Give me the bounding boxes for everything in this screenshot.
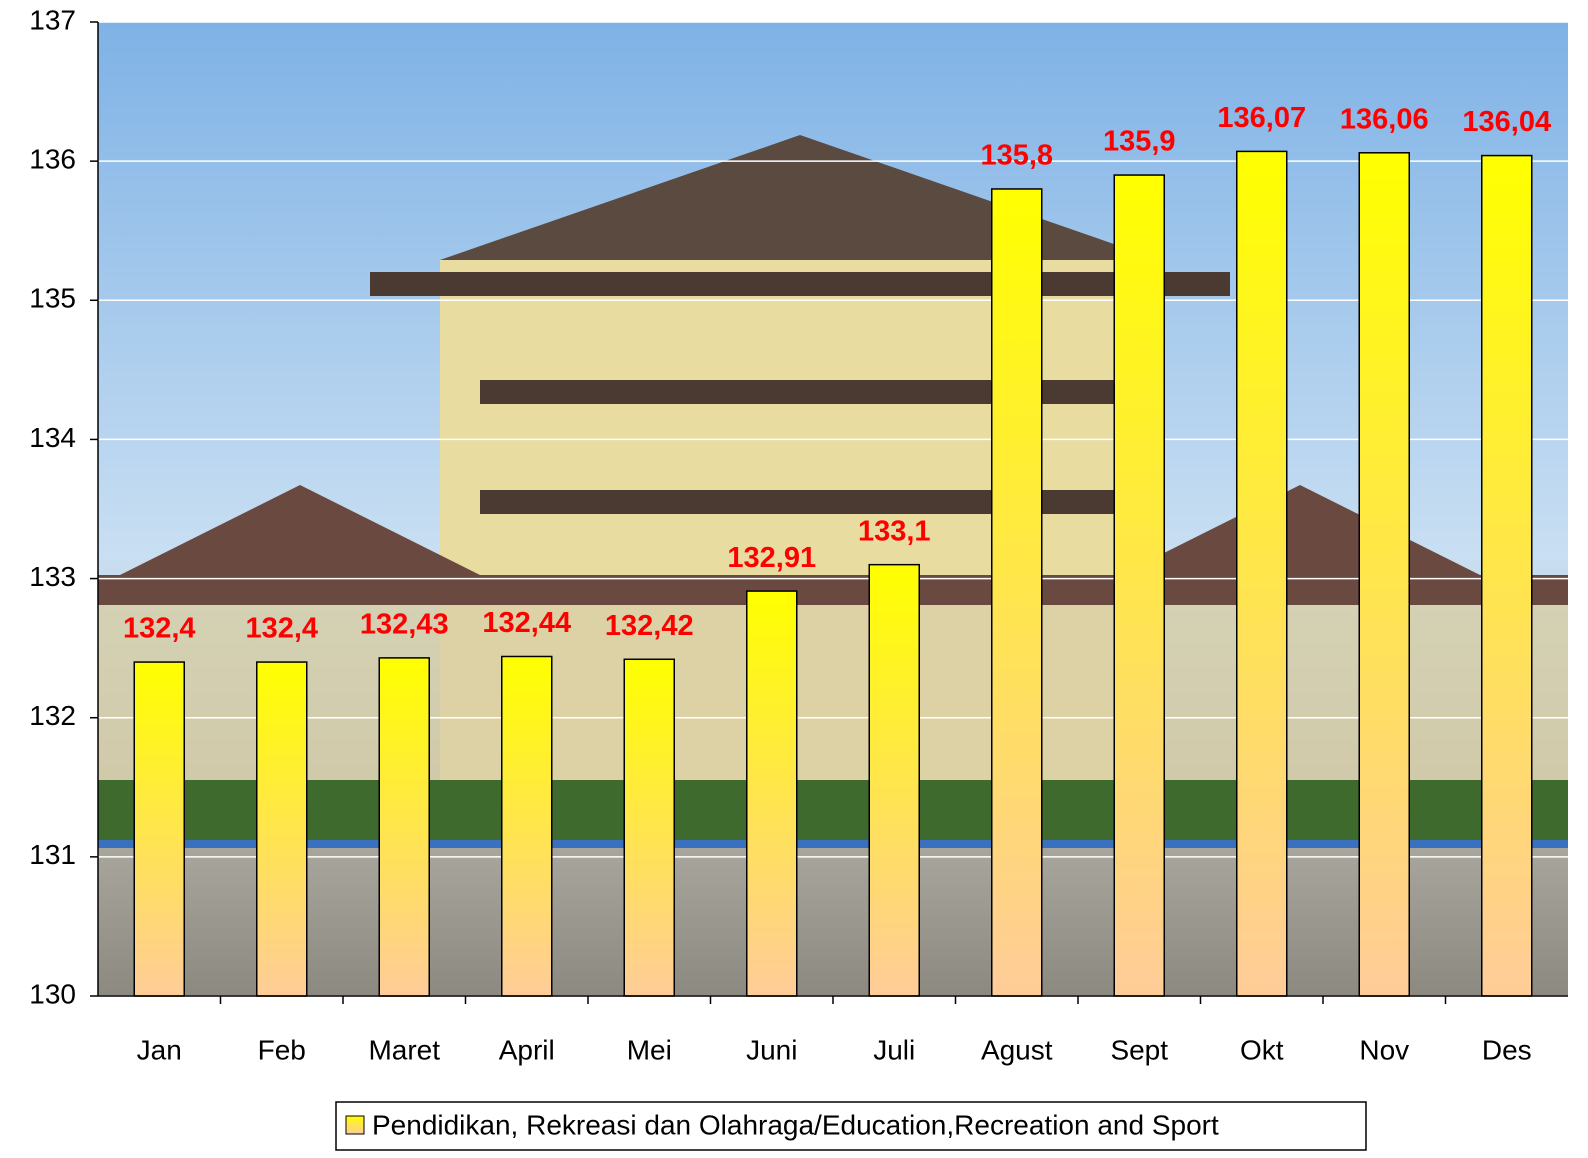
data-label: 136,06	[1340, 103, 1429, 135]
grid	[98, 21, 1568, 997]
data-label: 132,4	[123, 613, 196, 645]
data-label: 132,42	[605, 610, 694, 642]
bar	[133, 661, 185, 997]
x-tick-label: Okt	[1240, 1034, 1284, 1065]
bar	[1113, 174, 1165, 997]
background-photo	[98, 22, 1568, 996]
bar	[746, 590, 798, 997]
y-tick-label: 132	[29, 700, 76, 731]
bar	[501, 655, 553, 997]
data-label: 135,8	[980, 140, 1053, 172]
y-tick-label: 136	[29, 144, 76, 175]
x-tick-label: Feb	[258, 1034, 306, 1065]
bar	[868, 563, 920, 997]
bar	[1358, 152, 1410, 997]
legend	[335, 1101, 1367, 1151]
x-tick-label: April	[499, 1034, 555, 1065]
y-tick-label: 130	[29, 978, 76, 1009]
bars	[133, 150, 1533, 997]
x-tick-label: Nov	[1359, 1034, 1409, 1065]
data-label: 136,04	[1462, 106, 1551, 138]
x-tick-label: Juni	[746, 1034, 797, 1065]
y-tick-label: 134	[29, 422, 76, 453]
bar	[1481, 154, 1533, 997]
data-label: 132,44	[482, 607, 571, 639]
y-tick-label: 135	[29, 283, 76, 314]
x-tick-label: Jan	[137, 1034, 182, 1065]
y-tick-label: 137	[29, 4, 76, 35]
x-tick-label: Maret	[368, 1034, 440, 1065]
y-tick-label: 131	[29, 839, 76, 870]
y-tick-label: 133	[29, 561, 76, 592]
x-tick-label: Juli	[873, 1034, 915, 1065]
x-tick-label: Mei	[627, 1034, 672, 1065]
bar	[991, 188, 1043, 997]
x-tick-label: Des	[1482, 1034, 1532, 1065]
data-label: 136,07	[1217, 102, 1306, 134]
bar	[1236, 150, 1288, 997]
data-label: 132,43	[360, 609, 449, 641]
data-label: 132,91	[727, 542, 816, 574]
bar	[378, 657, 430, 997]
data-label: 133,1	[858, 515, 931, 547]
x-tick-label: Sept	[1110, 1034, 1168, 1065]
x-tick-label: Agust	[981, 1034, 1053, 1065]
data-label: 135,9	[1103, 126, 1176, 158]
legend-swatch	[345, 1115, 365, 1135]
data-label: 132,4	[245, 613, 318, 645]
bar	[256, 661, 308, 997]
legend-label: Pendidikan, Rekreasi dan Olahraga/Educat…	[372, 1109, 1219, 1140]
bar	[623, 658, 675, 997]
